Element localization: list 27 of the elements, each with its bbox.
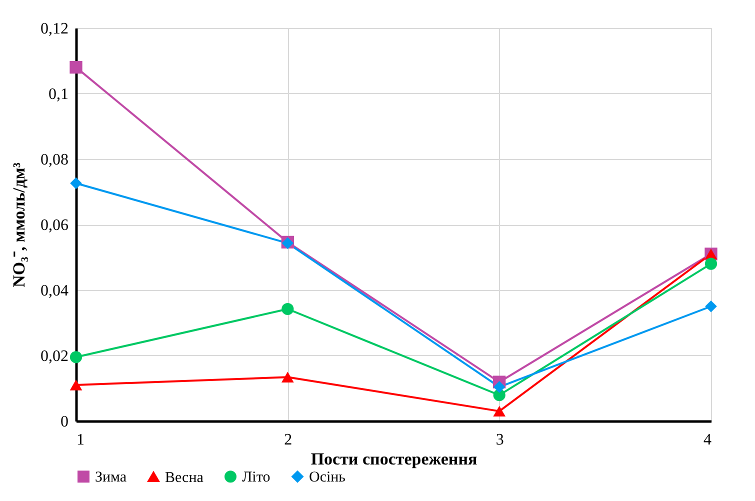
- point: [281, 372, 294, 382]
- point: [493, 406, 506, 417]
- point: [70, 60, 82, 74]
- y-tick-label: 0,04: [40, 282, 68, 300]
- y-tick-label: 0,12: [40, 20, 68, 38]
- legend-label: Літо: [242, 470, 270, 486]
- x-axis-title: Пости спостереження: [310, 450, 478, 468]
- point: [70, 177, 82, 190]
- point: [70, 380, 82, 390]
- x-tick-label: 2: [284, 432, 292, 448]
- point: [704, 258, 718, 270]
- y-tick-label: 0,1: [48, 86, 68, 103]
- y-tick-label: 0: [60, 414, 68, 430]
- point: [705, 300, 717, 312]
- x-tick-label: 1: [76, 432, 84, 448]
- point: [493, 381, 506, 393]
- point: [70, 351, 82, 364]
- legend-label: Весна: [165, 470, 204, 486]
- x-tick-label: 4: [704, 432, 712, 448]
- legend-label: Зима: [95, 470, 127, 486]
- y-tick-label: 0,06: [40, 217, 68, 234]
- x-tick-label: 3: [496, 432, 504, 448]
- legend-label: Осінь: [309, 470, 346, 486]
- y-tick-label: 0,02: [40, 348, 68, 365]
- point: [282, 302, 294, 316]
- y-axis-title: NO₃⁻, ммоль/дм³: [10, 162, 28, 288]
- y-tick-label: 0,08: [40, 152, 68, 168]
